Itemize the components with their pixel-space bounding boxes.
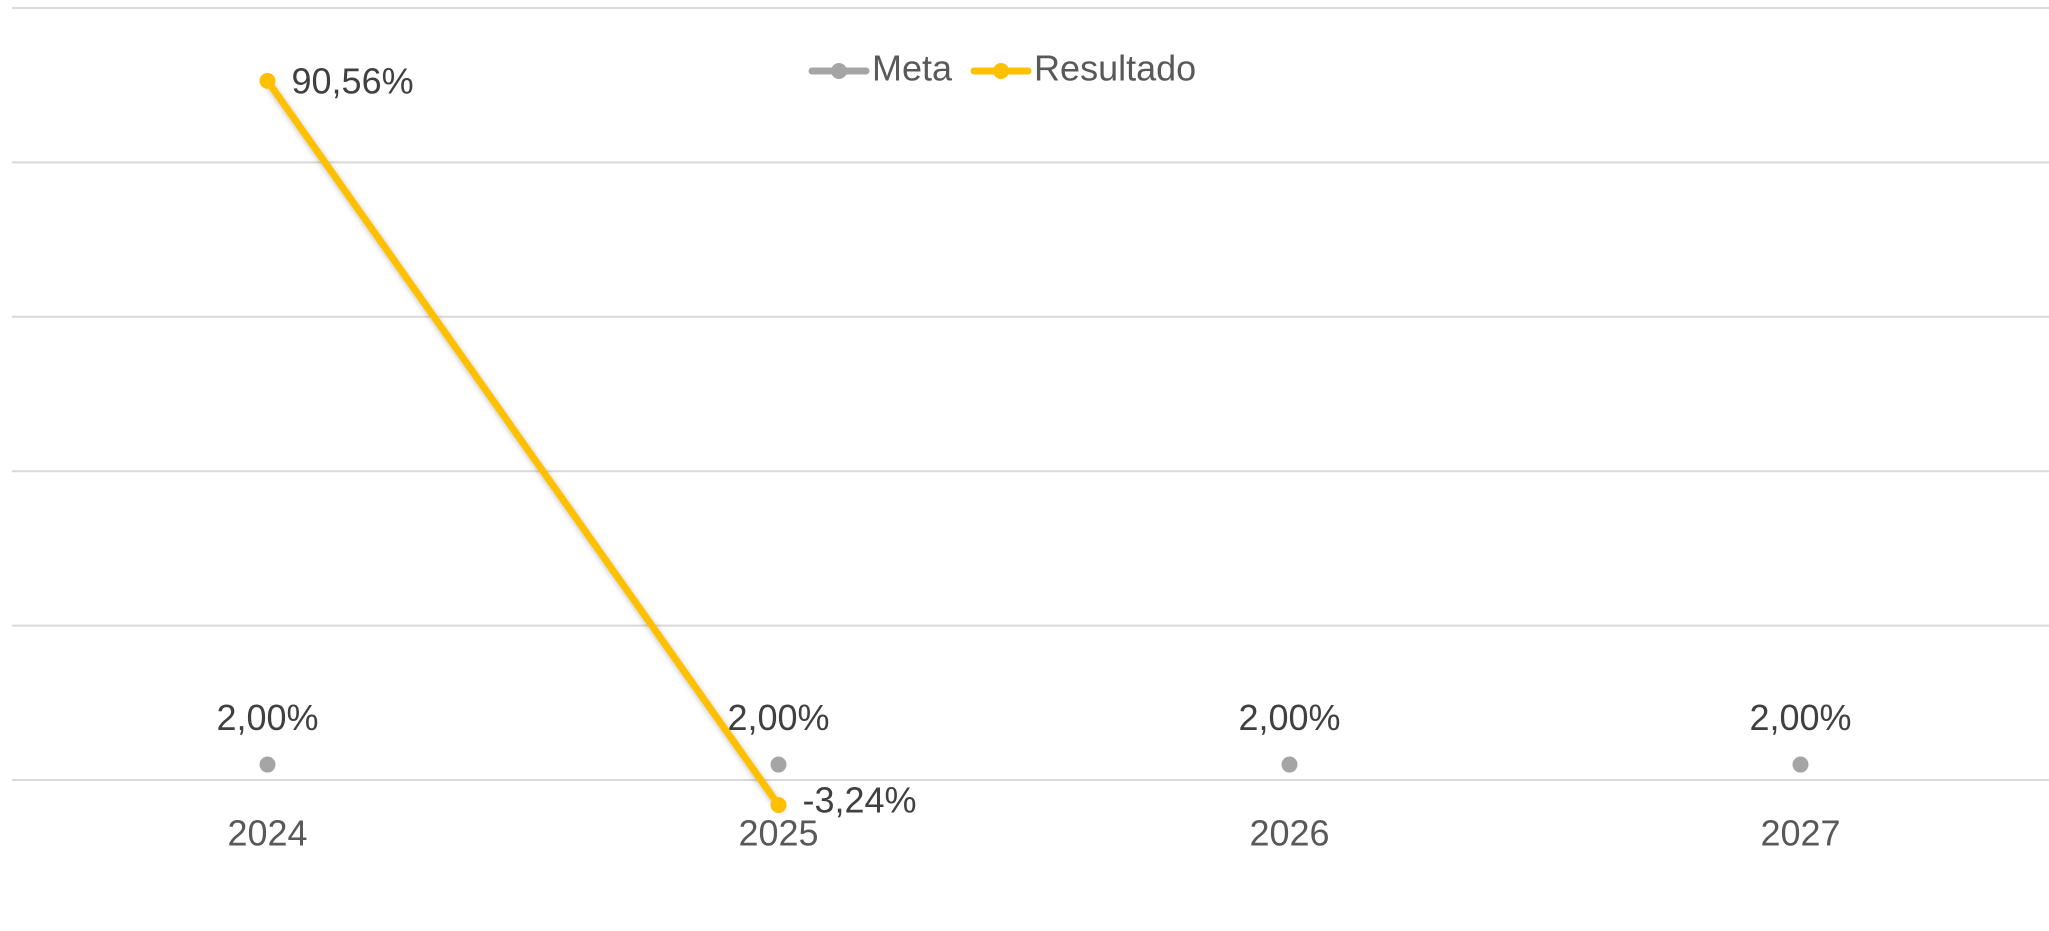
marker <box>770 797 787 814</box>
legend-label: Resultado <box>1034 48 1196 89</box>
data-label: 90,56% <box>292 60 414 101</box>
series-line <box>264 77 782 809</box>
marker <box>1281 756 1298 773</box>
data-label: 2,00% <box>1749 697 1851 738</box>
legend-label: Meta <box>872 48 953 89</box>
x-tick-label: 2026 <box>1249 813 1329 854</box>
legend-marker <box>993 63 1010 79</box>
data-label: 2,00% <box>1238 697 1340 738</box>
data-label: -3,24% <box>803 780 917 821</box>
marker <box>259 72 276 89</box>
marker <box>259 756 276 773</box>
data-label: 2,00% <box>216 697 318 738</box>
x-tick-label: 2027 <box>1760 813 1840 854</box>
marker <box>770 756 787 773</box>
legend-marker <box>831 63 847 79</box>
marker <box>1792 756 1809 773</box>
data-label: 2,00% <box>727 697 829 738</box>
x-tick-label: 2025 <box>738 813 818 854</box>
x-tick-label: 2024 <box>227 813 307 854</box>
